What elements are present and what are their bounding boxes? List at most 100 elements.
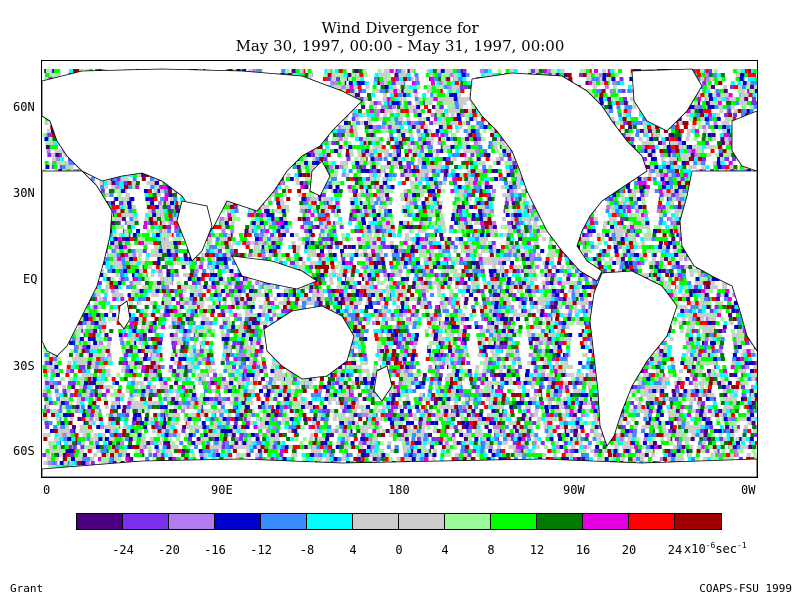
swath-cell bbox=[229, 293, 234, 297]
swath-cell bbox=[197, 441, 202, 445]
swath-cell bbox=[97, 305, 102, 309]
swath-cell bbox=[147, 449, 152, 453]
swath-cell bbox=[734, 389, 739, 393]
swath-cell bbox=[143, 421, 148, 425]
swath-cell bbox=[174, 381, 179, 385]
swath-cell bbox=[104, 405, 109, 409]
swath-cell bbox=[111, 425, 116, 429]
swath-cell bbox=[89, 397, 94, 401]
swath-cell bbox=[167, 397, 172, 401]
swath-cell bbox=[119, 273, 124, 277]
swath-cell bbox=[85, 329, 90, 333]
swath-cell bbox=[131, 181, 136, 185]
swath-cell bbox=[152, 429, 157, 433]
swath-cell bbox=[134, 453, 139, 457]
swath-cell bbox=[145, 389, 150, 393]
swath-cell bbox=[225, 205, 230, 209]
swath-cell bbox=[142, 249, 147, 253]
swath-cell bbox=[69, 417, 74, 421]
swath-cell bbox=[242, 253, 247, 257]
swath-cell bbox=[140, 237, 145, 241]
swath-cell bbox=[156, 237, 161, 241]
swath-cell bbox=[743, 429, 748, 433]
swath-cell bbox=[236, 217, 241, 221]
swath-cell bbox=[174, 249, 179, 253]
swath-cell bbox=[101, 349, 106, 353]
swath-cell bbox=[127, 205, 132, 209]
swath-cell bbox=[143, 245, 148, 249]
swath-cell bbox=[113, 305, 118, 309]
swath-cell bbox=[184, 413, 189, 417]
swath-cell bbox=[207, 237, 212, 241]
swath-cell bbox=[156, 213, 161, 217]
swath-cell bbox=[214, 233, 219, 237]
swath-cell bbox=[190, 357, 195, 361]
swath-cell bbox=[156, 353, 161, 357]
swath-cell bbox=[130, 397, 135, 401]
swath-cell bbox=[82, 321, 87, 325]
swath-cell bbox=[60, 157, 65, 161]
swath-cell bbox=[147, 381, 152, 385]
swath-cell bbox=[168, 413, 173, 417]
swath-cell bbox=[107, 421, 112, 425]
swath-cell bbox=[125, 409, 130, 413]
swath-cell bbox=[200, 369, 205, 373]
swath-cell bbox=[725, 437, 730, 441]
swath-cell bbox=[185, 449, 190, 453]
swath-cell bbox=[177, 449, 182, 453]
swath-cell bbox=[200, 277, 205, 281]
swath-cell bbox=[76, 357, 81, 361]
swath-cell bbox=[732, 397, 737, 401]
swath-cell bbox=[133, 213, 138, 217]
swath-cell bbox=[60, 161, 65, 165]
swath-cell bbox=[133, 173, 138, 177]
swath-cell bbox=[155, 425, 160, 429]
swath-cell bbox=[721, 417, 726, 421]
swath-cell bbox=[163, 405, 168, 409]
swath-cell bbox=[103, 297, 108, 301]
swath-cell bbox=[168, 261, 173, 265]
swath-cell bbox=[152, 353, 157, 357]
swath-cell bbox=[233, 313, 238, 317]
swath-cell bbox=[76, 401, 81, 405]
swath-cell bbox=[131, 289, 136, 293]
swath-cell bbox=[80, 445, 85, 449]
swath-cell bbox=[141, 173, 146, 177]
swath-cell bbox=[109, 329, 114, 333]
swath-cell bbox=[198, 313, 203, 317]
swath-cell bbox=[94, 345, 99, 349]
swath-cell bbox=[189, 397, 194, 401]
swath-cell bbox=[181, 449, 186, 453]
swath-cell bbox=[101, 345, 106, 349]
swath-cell bbox=[117, 281, 122, 285]
swath-cell bbox=[161, 285, 166, 289]
swath-cell bbox=[199, 373, 204, 377]
swath-cell bbox=[737, 437, 742, 441]
swath-cell bbox=[91, 297, 96, 301]
swath-cell bbox=[169, 265, 174, 269]
swath-cell bbox=[125, 349, 130, 353]
swath-cell bbox=[114, 213, 119, 217]
swath-cell bbox=[124, 201, 129, 205]
swath-cell bbox=[113, 433, 118, 437]
swath-cell bbox=[201, 317, 206, 321]
swath-cell bbox=[221, 289, 226, 293]
swath-cell bbox=[190, 269, 195, 273]
swath-cell bbox=[146, 421, 151, 425]
swath-cell bbox=[213, 245, 218, 249]
swath-cell bbox=[223, 261, 228, 265]
swath-cell bbox=[120, 209, 125, 213]
swath-cell bbox=[155, 401, 160, 405]
swath-cell bbox=[105, 385, 110, 389]
swath-cell bbox=[740, 353, 745, 357]
swath-cell bbox=[183, 349, 188, 353]
swath-cell bbox=[154, 441, 159, 445]
swath-cell bbox=[56, 157, 61, 161]
swath-cell bbox=[90, 305, 95, 309]
swath-cell bbox=[167, 437, 172, 441]
swath-cell bbox=[180, 257, 185, 261]
swath-cell bbox=[210, 381, 215, 385]
swath-cell bbox=[744, 97, 749, 101]
swath-cell bbox=[113, 237, 118, 241]
swath-cell bbox=[117, 457, 122, 461]
